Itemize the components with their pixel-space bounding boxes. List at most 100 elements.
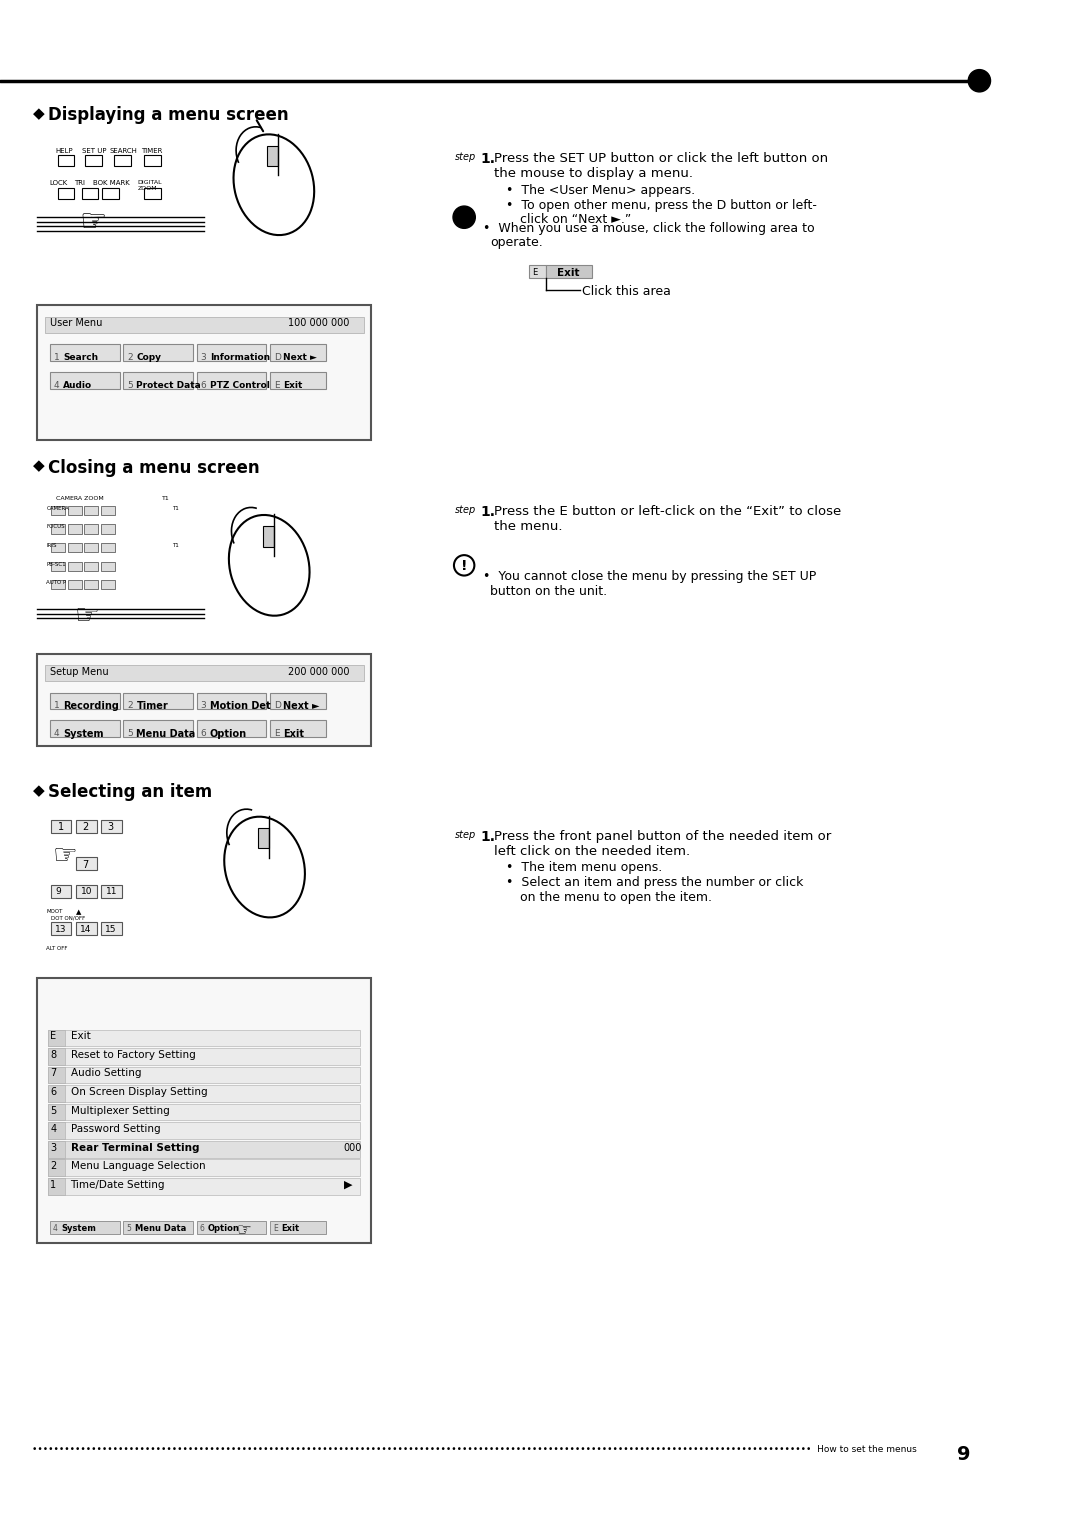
Bar bbox=[49, 1067, 65, 1083]
Text: •  The <User Menu> appears.: • The <User Menu> appears. bbox=[505, 183, 696, 197]
Text: ALT OFF: ALT OFF bbox=[46, 946, 68, 950]
Text: Closing a menu screen: Closing a menu screen bbox=[49, 458, 260, 477]
Bar bbox=[76, 819, 96, 833]
Text: 3: 3 bbox=[50, 1143, 56, 1152]
Text: ••••••••••••••••••••••••••••••••••••••••••••••••••••••••••••••••••••••••••••••••: ••••••••••••••••••••••••••••••••••••••••… bbox=[32, 1445, 917, 1455]
Text: FOCUS: FOCUS bbox=[46, 524, 65, 530]
Text: •  To open other menu, press the D button or left-: • To open other menu, press the D button… bbox=[505, 199, 816, 212]
Bar bbox=[49, 1123, 65, 1138]
Text: •  Select an item and press the number or click: • Select an item and press the number or… bbox=[505, 877, 804, 889]
Text: Exit: Exit bbox=[70, 1031, 91, 1042]
Bar bbox=[84, 562, 98, 571]
Bar bbox=[68, 524, 82, 533]
FancyBboxPatch shape bbox=[123, 373, 193, 390]
FancyBboxPatch shape bbox=[545, 266, 592, 278]
FancyBboxPatch shape bbox=[50, 720, 120, 736]
Text: 10: 10 bbox=[81, 888, 92, 897]
Text: ☞: ☞ bbox=[75, 602, 99, 631]
Text: Recording: Recording bbox=[63, 701, 119, 711]
Text: Press the E button or left-click on the “Exit” to close: Press the E button or left-click on the … bbox=[494, 504, 841, 518]
Bar bbox=[102, 921, 122, 935]
Text: Click this area: Click this area bbox=[582, 286, 671, 298]
Text: Multiplexer Setting: Multiplexer Setting bbox=[70, 1106, 170, 1115]
Text: E: E bbox=[274, 380, 280, 390]
FancyBboxPatch shape bbox=[270, 373, 326, 390]
Text: 2: 2 bbox=[127, 701, 133, 711]
Text: Exit: Exit bbox=[281, 1224, 299, 1233]
Bar bbox=[49, 1067, 361, 1083]
Text: TIMER: TIMER bbox=[141, 148, 162, 154]
Bar bbox=[102, 524, 116, 533]
FancyBboxPatch shape bbox=[197, 720, 267, 736]
Text: operate.: operate. bbox=[490, 235, 543, 249]
Text: Displaying a menu screen: Displaying a menu screen bbox=[49, 105, 288, 124]
Bar bbox=[51, 819, 71, 833]
Text: Password Setting: Password Setting bbox=[70, 1125, 160, 1134]
Text: 9: 9 bbox=[56, 888, 62, 897]
Text: !: ! bbox=[461, 559, 468, 573]
Text: 3: 3 bbox=[108, 822, 113, 833]
Text: 5: 5 bbox=[127, 380, 133, 390]
Bar bbox=[51, 524, 65, 533]
Text: 5: 5 bbox=[126, 1224, 131, 1233]
Text: ☞: ☞ bbox=[79, 208, 106, 237]
Text: 200 000 000: 200 000 000 bbox=[287, 666, 349, 677]
Bar bbox=[76, 921, 96, 935]
Bar bbox=[49, 1103, 65, 1120]
Text: Setup Menu: Setup Menu bbox=[50, 666, 109, 677]
Text: 1: 1 bbox=[57, 822, 64, 833]
Text: T1: T1 bbox=[172, 506, 178, 510]
Bar bbox=[68, 581, 82, 590]
Bar bbox=[102, 819, 122, 833]
Text: 4: 4 bbox=[54, 380, 59, 390]
Text: 6: 6 bbox=[200, 1224, 204, 1233]
Text: Press the SET UP button or click the left button on: Press the SET UP button or click the lef… bbox=[494, 153, 828, 165]
Bar bbox=[51, 542, 65, 552]
Bar bbox=[258, 828, 269, 848]
Bar bbox=[49, 1141, 361, 1158]
Bar bbox=[57, 188, 75, 199]
Bar bbox=[84, 581, 98, 590]
Text: Search: Search bbox=[63, 353, 98, 362]
Text: Audio: Audio bbox=[63, 380, 92, 390]
Bar bbox=[37, 978, 372, 1242]
Text: Protect Data: Protect Data bbox=[136, 380, 201, 390]
Text: Information: Information bbox=[210, 353, 270, 362]
Bar bbox=[51, 562, 65, 571]
FancyBboxPatch shape bbox=[123, 1221, 193, 1233]
Text: step: step bbox=[455, 504, 476, 515]
Bar bbox=[102, 562, 116, 571]
Text: Audio Setting: Audio Setting bbox=[70, 1068, 141, 1079]
Bar bbox=[44, 665, 364, 681]
Text: 1.: 1. bbox=[480, 830, 495, 843]
Text: 100 000 000: 100 000 000 bbox=[287, 318, 349, 329]
Text: 8: 8 bbox=[50, 1050, 56, 1060]
FancyBboxPatch shape bbox=[270, 344, 326, 361]
FancyBboxPatch shape bbox=[123, 720, 193, 736]
Text: Time/Date Setting: Time/Date Setting bbox=[70, 1180, 165, 1190]
Bar bbox=[102, 542, 116, 552]
Bar bbox=[49, 1160, 361, 1177]
Text: ▲: ▲ bbox=[76, 909, 81, 915]
Text: 6: 6 bbox=[50, 1086, 56, 1097]
Text: 9: 9 bbox=[957, 1445, 970, 1464]
Text: ◆: ◆ bbox=[32, 105, 44, 121]
Text: click on “Next ►.”: click on “Next ►.” bbox=[519, 214, 631, 226]
Text: E: E bbox=[274, 729, 280, 738]
Bar bbox=[49, 1085, 361, 1102]
Text: ☞: ☞ bbox=[53, 842, 78, 869]
Bar bbox=[114, 154, 131, 167]
FancyBboxPatch shape bbox=[123, 344, 193, 361]
Bar bbox=[49, 1085, 65, 1102]
Bar bbox=[51, 921, 71, 935]
Text: 7: 7 bbox=[50, 1068, 56, 1079]
FancyBboxPatch shape bbox=[50, 373, 120, 390]
Bar bbox=[68, 562, 82, 571]
Bar bbox=[144, 188, 161, 199]
Text: 4: 4 bbox=[50, 1125, 56, 1134]
Bar bbox=[103, 188, 119, 199]
Text: ►: ► bbox=[461, 212, 472, 226]
Bar bbox=[57, 154, 75, 167]
Bar bbox=[37, 654, 372, 746]
Text: the mouse to display a menu.: the mouse to display a menu. bbox=[494, 167, 693, 180]
